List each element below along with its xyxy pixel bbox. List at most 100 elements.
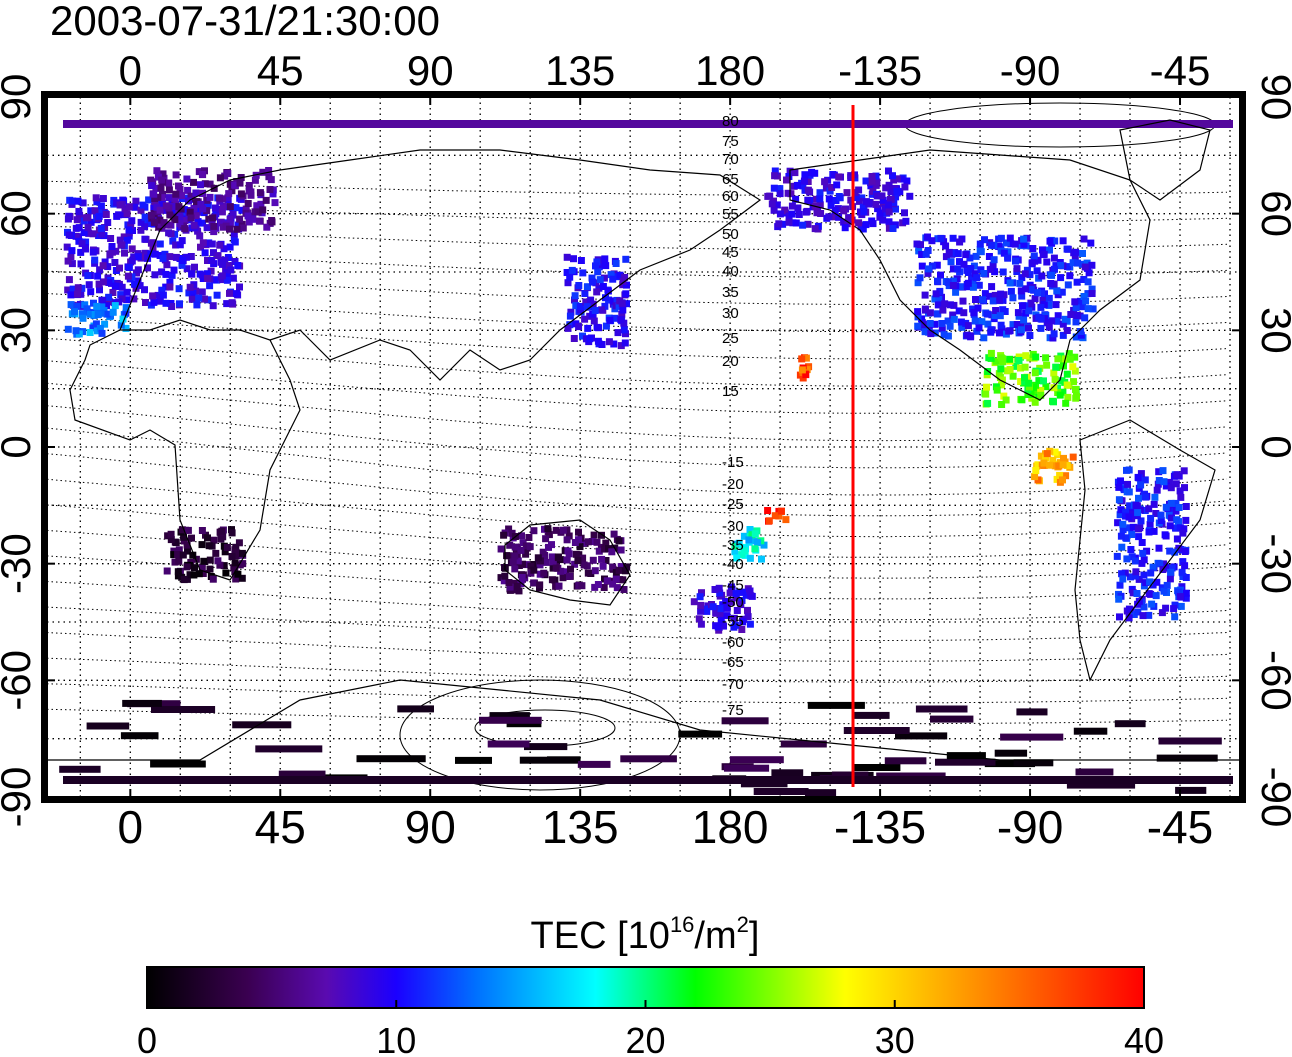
- tec-cell: [1118, 543, 1126, 551]
- coastline-australia: [504, 519, 631, 606]
- tec-cell: [234, 262, 242, 269]
- tec-cell: [181, 225, 189, 233]
- tec-cell: [1173, 516, 1181, 524]
- tec-cell: [723, 604, 731, 612]
- tec-cell: [1182, 574, 1190, 581]
- tec-cell: [98, 303, 106, 311]
- tec-cell: [195, 570, 203, 578]
- latitude-label-left: -60: [0, 650, 39, 711]
- tec-cell: [566, 312, 574, 320]
- tec-cell: [889, 172, 896, 180]
- tec-cell: [610, 530, 618, 538]
- tec-cell: [109, 308, 117, 316]
- tec-cell: [768, 200, 776, 208]
- tec-cell: [191, 564, 198, 572]
- tec-cell: [165, 229, 173, 237]
- tec-cell: [514, 557, 522, 565]
- tec-cell: [178, 237, 186, 245]
- tec-cell: [566, 273, 574, 281]
- tec-cell: [1051, 448, 1059, 456]
- tec-cell: [1071, 253, 1079, 261]
- tec-cell: [257, 200, 265, 208]
- tec-cell: [771, 512, 779, 520]
- tec-cell: [606, 316, 614, 324]
- tec-cell: [776, 210, 784, 218]
- tec-cell: [506, 541, 514, 549]
- longitude-label-top: 180: [695, 47, 765, 94]
- tec-cell: [1006, 234, 1014, 242]
- tec-cell: [1176, 593, 1184, 601]
- tec-cell: [1134, 600, 1142, 608]
- tec-cell: [84, 272, 92, 280]
- colorbar-tick-label: 0: [137, 1020, 157, 1057]
- tec-cell: [1051, 375, 1059, 383]
- tec-cell: [128, 245, 136, 253]
- tec-cell: [149, 178, 157, 186]
- tec-cell: [869, 220, 877, 228]
- tec-cell: [1059, 476, 1066, 484]
- tec-cell: [1154, 480, 1162, 488]
- tec-cell: [564, 324, 572, 332]
- tec-cell: [1013, 759, 1054, 767]
- tec-cell: [1128, 553, 1136, 561]
- tec-cell: [967, 265, 975, 272]
- tec-cell: [168, 271, 176, 279]
- tec-cell: [738, 626, 746, 633]
- tec-cell: [903, 177, 911, 185]
- tec-cell: [771, 167, 779, 175]
- tec-cell: [840, 218, 848, 226]
- tec-cell: [975, 324, 983, 332]
- tec-cell: [1180, 467, 1188, 475]
- tec-cell: [1037, 324, 1045, 332]
- tec-cell: [193, 198, 200, 206]
- tec-cell: [1055, 462, 1063, 470]
- tec-cell: [1126, 502, 1134, 510]
- tec-cell: [91, 256, 99, 264]
- tec-cell: [183, 265, 191, 273]
- tec-cell: [1062, 472, 1070, 480]
- tec-cell: [994, 749, 1028, 757]
- tec-cell: [742, 591, 750, 599]
- tec-cell: [198, 563, 206, 571]
- tec-cell: [228, 529, 236, 537]
- tec-cell: [175, 182, 182, 190]
- tec-cell: [601, 255, 609, 263]
- tec-cell: [1059, 331, 1067, 339]
- tec-cell: [179, 551, 187, 559]
- tec-cell: [981, 290, 989, 298]
- tec-cell: [1054, 384, 1061, 392]
- tec-cell: [1007, 287, 1015, 295]
- tec-cell: [123, 296, 131, 304]
- tec-cell: [204, 257, 211, 264]
- tec-cell: [74, 197, 82, 205]
- tec-cell: [1063, 462, 1071, 469]
- tec-cell: [969, 276, 977, 284]
- tec-cell: [978, 318, 986, 326]
- tec-cell: [1027, 285, 1035, 293]
- tec-cell: [1072, 304, 1080, 312]
- tec-cell: [1015, 312, 1023, 320]
- tec-cell: [217, 535, 225, 543]
- tec-cell: [892, 205, 899, 213]
- tec-cell: [181, 217, 189, 224]
- longitude-label-top: -90: [1000, 47, 1061, 94]
- tec-cell: [1072, 385, 1079, 393]
- tec-cell: [801, 171, 809, 179]
- tec-cell: [242, 205, 250, 213]
- contour-label: -60: [722, 634, 744, 651]
- tec-cell: [1011, 240, 1019, 248]
- tec-cell: [245, 182, 253, 189]
- tec-cell: [1117, 506, 1125, 514]
- contour-label: 30: [722, 305, 739, 322]
- tec-cell: [1150, 500, 1158, 508]
- tec-cell: [216, 561, 224, 569]
- tec-cell: [557, 567, 565, 575]
- tec-cell: [176, 213, 184, 221]
- colorbar-tick-label: 20: [625, 1020, 665, 1057]
- tec-cell: [584, 538, 592, 546]
- tec-cell: [87, 218, 95, 226]
- tec-cell: [851, 189, 859, 197]
- tec-cell: [548, 576, 556, 584]
- tec-cell: [602, 557, 610, 564]
- tec-cell: [915, 705, 968, 713]
